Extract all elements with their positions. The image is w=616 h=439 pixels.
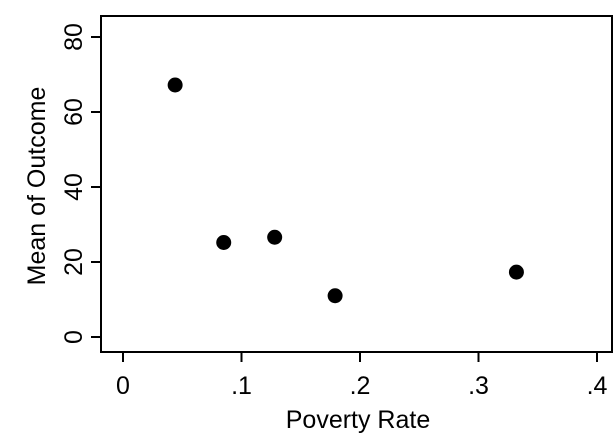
y-tick-label: 20 xyxy=(60,248,88,276)
data-point xyxy=(327,288,343,304)
data-point xyxy=(508,264,524,280)
data-point xyxy=(267,229,283,245)
data-point xyxy=(216,235,232,250)
y-tick-label: 40 xyxy=(60,173,88,201)
x-axis: 0 .1 .2 .3 .4 xyxy=(116,352,608,400)
x-axis-title: Poverty Rate xyxy=(286,406,431,434)
y-axis: 0 20 40 60 80 xyxy=(60,23,101,344)
x-tick-label: .1 xyxy=(231,372,252,400)
data-points xyxy=(167,77,524,304)
y-axis-title: Mean of Outcome xyxy=(23,87,51,286)
y-tick-label: 0 xyxy=(60,330,88,344)
x-tick-label: 0 xyxy=(116,372,130,400)
x-tick-label: .4 xyxy=(587,372,608,400)
data-point xyxy=(167,77,183,93)
y-tick-label: 60 xyxy=(60,98,88,126)
y-tick-label: 80 xyxy=(60,23,88,51)
plot-frame xyxy=(100,15,613,353)
x-tick-label: .3 xyxy=(468,372,489,400)
x-tick-label: .2 xyxy=(350,372,371,400)
